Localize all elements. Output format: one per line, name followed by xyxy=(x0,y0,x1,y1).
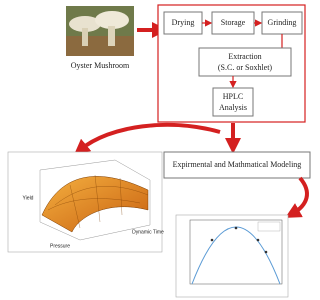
extraction-title: Extraction xyxy=(228,52,261,61)
analysis-line: Analysis xyxy=(219,103,247,112)
step-label: Storage xyxy=(221,18,246,27)
mushroom-photo xyxy=(66,6,134,56)
step-label: Drying xyxy=(172,18,195,27)
source-label: Oyster Mushroom xyxy=(71,61,130,70)
analysis-line: HPLC xyxy=(223,92,243,101)
y-axis-label: Dynamic Time xyxy=(132,229,164,235)
surface-plot xyxy=(8,152,162,252)
arrow xyxy=(292,178,307,214)
modeling-label: Expirmental and Mathmatical Modeling xyxy=(173,160,302,169)
fit-plot xyxy=(176,215,288,297)
extraction-subtitle: (S.C. or Soxhlet) xyxy=(218,63,273,72)
graphical-abstract: Oyster Mushroom Drying Storage Grinding … xyxy=(0,0,319,300)
x-axis-label: Pressure xyxy=(50,243,70,249)
step-label: Grinding xyxy=(268,18,297,27)
z-axis-label: Yield xyxy=(23,195,34,201)
arrow xyxy=(80,125,220,150)
